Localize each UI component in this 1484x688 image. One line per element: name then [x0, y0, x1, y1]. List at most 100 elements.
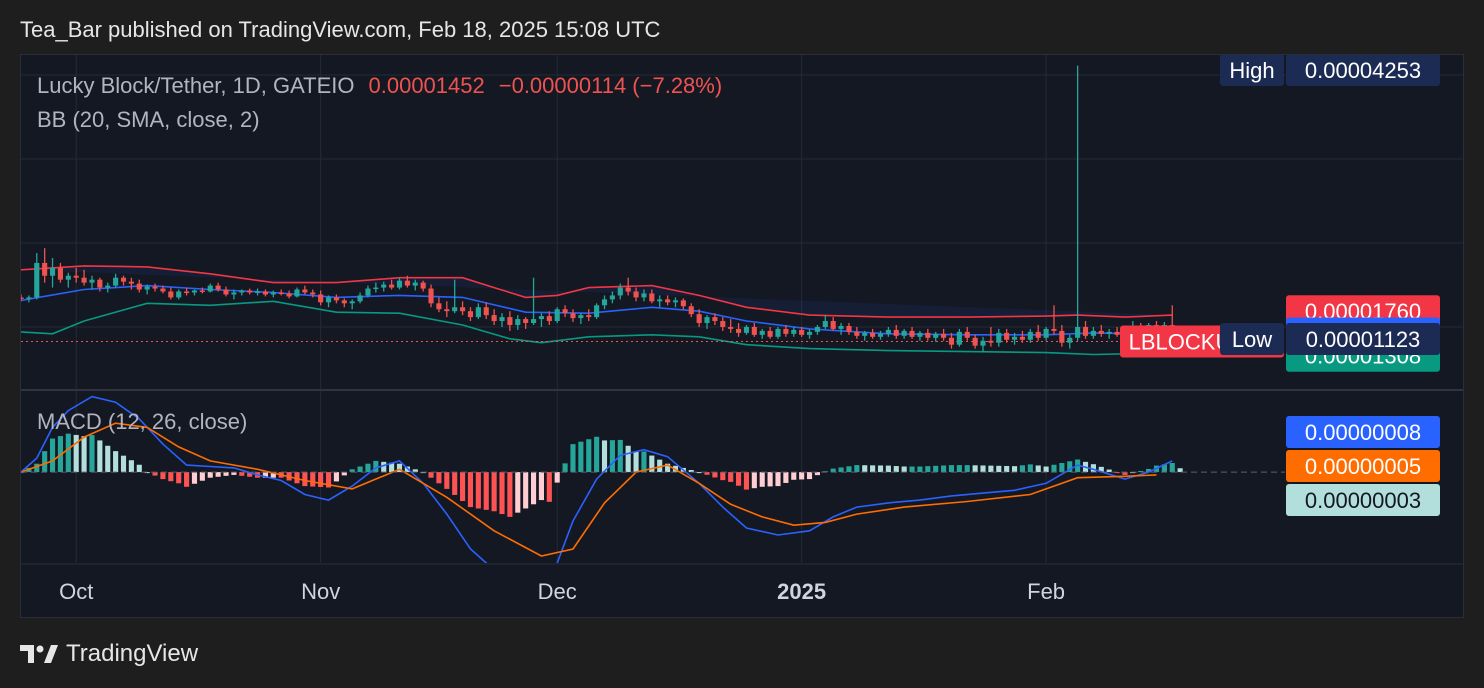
candle — [1082, 321, 1089, 339]
candle — [152, 283, 158, 292]
candle — [941, 328, 947, 341]
candle — [349, 299, 355, 310]
macd-hist-bar — [239, 472, 245, 476]
macd-hist-bar — [712, 472, 718, 478]
macd-hist-bar — [838, 467, 844, 473]
macd-hist-bar — [1161, 464, 1167, 473]
legend-symbol: Lucky Block/Tether, 1D, GATEIO — [37, 73, 355, 98]
macd-hist-bar — [333, 472, 339, 482]
macd-hist-bar — [34, 463, 40, 473]
candle-body — [302, 289, 308, 293]
candle — [1067, 334, 1073, 349]
candles — [21, 65, 1183, 352]
macd-hist-bar — [105, 445, 111, 473]
candle-body — [42, 262, 48, 276]
candle-body — [570, 313, 576, 319]
candle-body — [1075, 326, 1081, 338]
candle-body — [696, 314, 702, 324]
candle — [207, 283, 213, 293]
candle-body — [933, 333, 939, 338]
candle-body — [948, 337, 955, 345]
candle-body — [89, 279, 95, 283]
candle — [286, 290, 292, 299]
candle-body — [972, 337, 978, 346]
macd-hist-bar — [657, 459, 663, 473]
candle-body — [1098, 330, 1104, 334]
macd-hist-bar — [160, 472, 166, 480]
macd-hist-bar — [152, 472, 158, 476]
candle-body — [412, 282, 418, 286]
candle-body — [870, 332, 876, 337]
candle — [901, 328, 907, 339]
candle — [523, 317, 529, 329]
candle-body — [97, 279, 103, 288]
macd-hist-bar — [444, 472, 450, 489]
candle — [1075, 65, 1081, 341]
macd-hist-bar — [751, 472, 757, 489]
bb-upper-line — [21, 265, 1173, 318]
candle-body — [649, 293, 655, 302]
candle — [641, 289, 647, 302]
macd-hist-bar — [1138, 470, 1144, 473]
macd-hist-bar — [854, 465, 860, 473]
candle-body — [515, 319, 521, 325]
candle-body — [862, 332, 868, 336]
candle — [302, 285, 308, 295]
candle-body — [357, 295, 363, 302]
candle — [507, 311, 513, 331]
candle — [925, 328, 931, 341]
candle-body — [499, 317, 505, 322]
candle — [1004, 328, 1010, 343]
signal-line — [21, 422, 1157, 557]
candle-body — [460, 307, 466, 312]
candle-body — [751, 326, 757, 335]
candle — [980, 336, 986, 352]
macd-hist-bar — [570, 444, 576, 473]
candle-body — [657, 299, 663, 302]
candle — [665, 295, 671, 306]
macd-hist-bar — [1169, 463, 1175, 473]
candle — [113, 273, 119, 288]
chart-container[interactable]: Oct Nov Dec 2025 Feb Lucky Block/Tether, 1D, … — [20, 54, 1464, 618]
candle — [65, 272, 71, 288]
candle-body — [168, 291, 174, 298]
candle-body — [838, 325, 844, 329]
macd-hist-bar — [223, 472, 229, 476]
candle-body — [81, 277, 87, 283]
chart-canvas[interactable]: Oct Nov Dec 2025 Feb Lucky Block/Tether, 1D, … — [21, 55, 1463, 617]
candle — [404, 275, 410, 288]
price-label-tag: High — [1229, 58, 1274, 83]
candle-body — [1051, 328, 1057, 331]
candle — [515, 315, 521, 330]
macd-label-value: 0.00000005 — [1305, 454, 1421, 479]
candle — [996, 328, 1002, 347]
candle-body — [491, 315, 497, 322]
macd-hist-bar — [199, 472, 205, 481]
macd-hist-bar — [720, 472, 726, 481]
macd-line — [21, 395, 1173, 563]
candle-body — [688, 306, 694, 315]
candle-body — [743, 326, 750, 333]
candle — [491, 309, 497, 325]
candle-body — [1059, 330, 1065, 343]
macd-hist-bar — [515, 472, 521, 513]
candle-body — [1114, 331, 1120, 335]
candle-body — [420, 282, 426, 289]
macd-hist-bar — [144, 472, 150, 474]
candle-body — [665, 299, 671, 303]
candle-body — [925, 332, 931, 338]
macd-hist-bar — [136, 464, 142, 473]
candle — [704, 315, 710, 329]
candle — [783, 324, 789, 337]
macd-hist-bar — [948, 465, 955, 473]
candle-body — [830, 321, 836, 329]
candle-body — [26, 297, 32, 299]
macd-hist-bar — [980, 465, 986, 473]
candle-body — [1011, 336, 1018, 340]
macd-hist-bar — [665, 463, 671, 473]
candle-body — [120, 277, 127, 282]
macd-hist-bar — [917, 466, 923, 473]
macd-label-box — [1286, 484, 1440, 516]
candle-body — [917, 332, 923, 337]
candle — [223, 286, 229, 297]
